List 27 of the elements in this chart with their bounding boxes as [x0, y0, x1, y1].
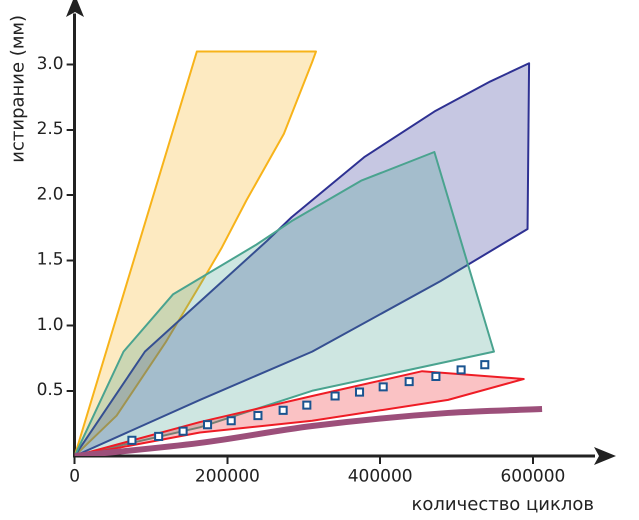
point [330, 391, 340, 401]
point [456, 365, 466, 374]
point [154, 432, 164, 441]
point [378, 382, 388, 392]
point [253, 411, 262, 420]
point [226, 416, 236, 426]
y-axis-title: истирание (мм) [7, 15, 28, 163]
point [431, 372, 440, 381]
x-tick-label: 0 [69, 466, 80, 487]
point [404, 377, 414, 386]
x-tick-label: 400000 [348, 466, 413, 487]
y-tick-label: 1.0 [36, 314, 64, 335]
x-axis-title: количество циклов [412, 494, 594, 515]
y-tick-label: 1.5 [36, 250, 64, 270]
x-tick-label: 600000 [500, 466, 566, 487]
point [302, 400, 312, 410]
point [354, 388, 364, 397]
point [202, 420, 212, 430]
y-tick-label: 3.0 [36, 54, 64, 74]
y-tick-label: 2.5 [36, 119, 64, 140]
point [278, 406, 288, 415]
point [127, 436, 136, 445]
point [480, 360, 490, 370]
y-tick-label: 0.5 [36, 380, 64, 400]
y-tick-label: 2.0 [36, 184, 64, 204]
x-tick-label: 200000 [194, 466, 260, 487]
point [178, 426, 188, 436]
